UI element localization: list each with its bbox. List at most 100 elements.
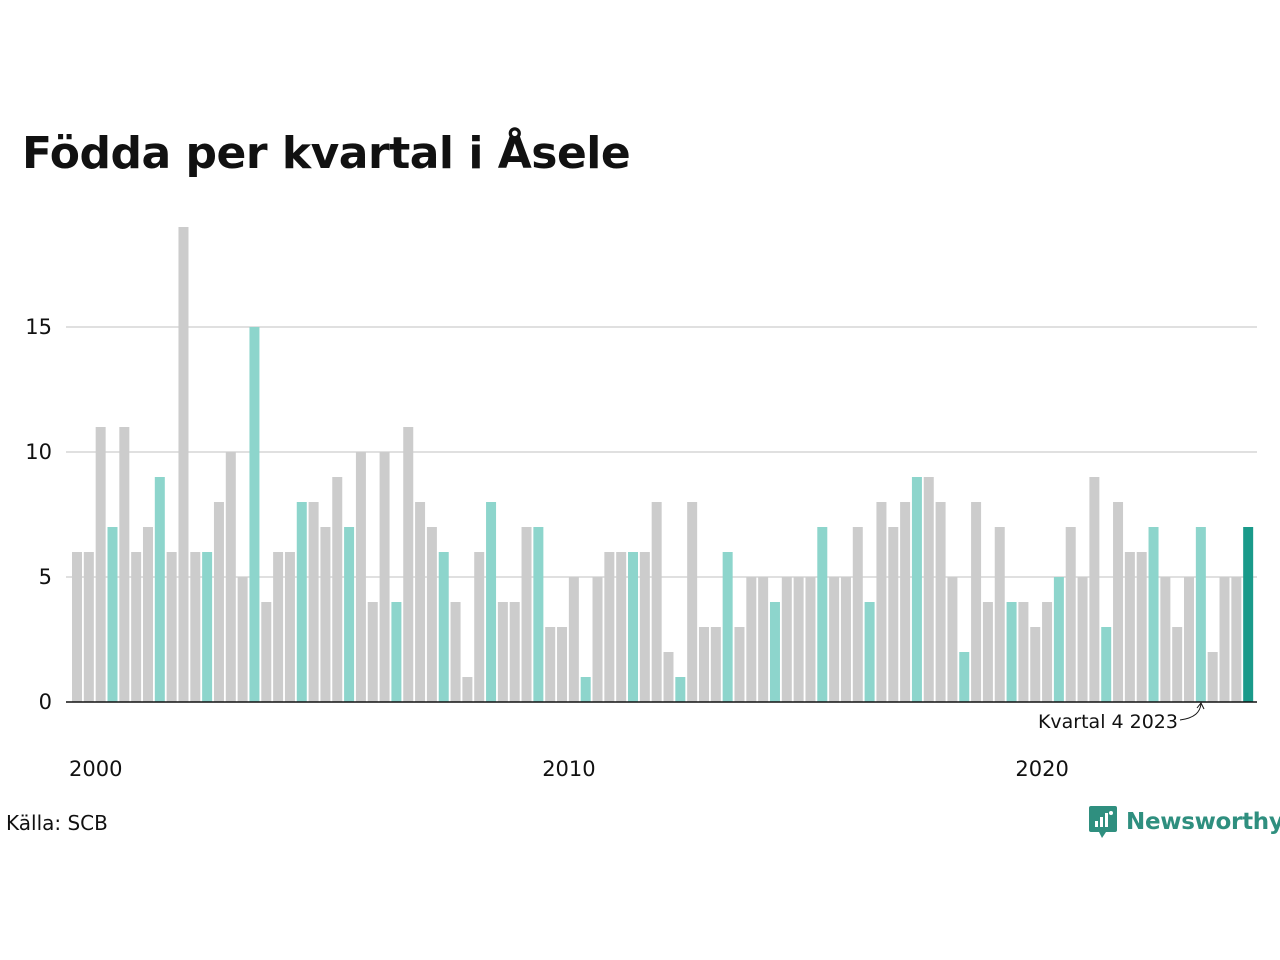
bar bbox=[876, 502, 887, 702]
bar bbox=[521, 527, 532, 702]
bar bbox=[568, 577, 579, 702]
bar bbox=[1184, 577, 1195, 702]
bar bbox=[202, 552, 213, 702]
bar bbox=[817, 527, 828, 702]
bar bbox=[1219, 577, 1230, 702]
bar bbox=[1160, 577, 1171, 702]
bar bbox=[355, 452, 366, 702]
bar bbox=[1053, 577, 1064, 702]
x-axis-ticks: 2000 2010 2020 bbox=[69, 757, 1069, 781]
bar bbox=[769, 602, 780, 702]
bar bbox=[758, 577, 769, 702]
bar bbox=[1113, 502, 1124, 702]
bar bbox=[935, 502, 946, 702]
bar bbox=[154, 477, 165, 702]
bar bbox=[592, 577, 603, 702]
bar bbox=[1089, 477, 1100, 702]
bar bbox=[959, 652, 970, 702]
bar bbox=[900, 502, 911, 702]
bar bbox=[1042, 602, 1053, 702]
bar bbox=[628, 552, 639, 702]
bar bbox=[332, 477, 343, 702]
bar bbox=[450, 602, 461, 702]
bar bbox=[840, 577, 851, 702]
bar bbox=[1124, 552, 1135, 702]
bar bbox=[415, 502, 426, 702]
bar bbox=[261, 602, 272, 702]
bar bbox=[426, 527, 437, 702]
bar bbox=[213, 502, 224, 702]
bar bbox=[947, 577, 958, 702]
bar bbox=[131, 552, 142, 702]
bar bbox=[1065, 527, 1076, 702]
bar bbox=[651, 502, 662, 702]
bar bbox=[604, 552, 615, 702]
bar bbox=[1172, 627, 1183, 702]
bar bbox=[1231, 577, 1242, 702]
bar bbox=[616, 552, 627, 702]
bar bbox=[533, 527, 544, 702]
bar bbox=[982, 602, 993, 702]
bar bbox=[888, 527, 899, 702]
bar bbox=[580, 677, 591, 702]
bar bbox=[829, 577, 840, 702]
bar bbox=[1101, 627, 1112, 702]
bar bbox=[923, 477, 934, 702]
bar bbox=[178, 227, 189, 702]
bar bbox=[284, 552, 295, 702]
bar bbox=[734, 627, 745, 702]
bar bbox=[308, 502, 319, 702]
bar bbox=[545, 627, 556, 702]
bar bbox=[119, 427, 130, 702]
latest-annotation: Kvartal 4 2023 bbox=[1038, 702, 1205, 733]
bar bbox=[746, 577, 757, 702]
bar bbox=[344, 527, 355, 702]
bar bbox=[722, 552, 733, 702]
bar bbox=[663, 652, 674, 702]
y-tick-label: 0 bbox=[39, 690, 52, 714]
bar bbox=[1136, 552, 1147, 702]
bar bbox=[296, 502, 307, 702]
bar bbox=[403, 427, 414, 702]
bar bbox=[675, 677, 686, 702]
bar bbox=[1207, 652, 1218, 702]
bar bbox=[462, 677, 473, 702]
bar bbox=[391, 602, 402, 702]
bar bbox=[805, 577, 816, 702]
bar bbox=[911, 477, 922, 702]
bar bbox=[320, 527, 331, 702]
y-tick-label: 5 bbox=[39, 565, 52, 589]
bar bbox=[639, 552, 650, 702]
y-axis-ticks: 0 5 10 15 bbox=[25, 315, 52, 714]
bar bbox=[864, 602, 875, 702]
bar bbox=[95, 427, 106, 702]
bar bbox=[237, 577, 248, 702]
bar bbox=[509, 602, 520, 702]
bar bbox=[249, 327, 260, 702]
source-note: Källa: SCB bbox=[6, 811, 108, 835]
bar bbox=[793, 577, 804, 702]
bar bbox=[781, 577, 792, 702]
bar bbox=[83, 552, 94, 702]
newsworthy-logo-icon bbox=[1089, 806, 1117, 838]
x-tick-label: 2010 bbox=[542, 757, 595, 781]
bar bbox=[687, 502, 698, 702]
annotation-arrowhead bbox=[1196, 702, 1205, 710]
bar bbox=[379, 452, 390, 702]
bar bbox=[367, 602, 378, 702]
bar bbox=[1006, 602, 1017, 702]
y-tick-label: 15 bbox=[25, 315, 52, 339]
bar bbox=[698, 627, 709, 702]
bar bbox=[710, 627, 721, 702]
chart-title: Födda per kvartal i Åsele bbox=[22, 128, 631, 179]
bar bbox=[190, 552, 201, 702]
bar bbox=[1030, 627, 1041, 702]
annotation-label: Kvartal 4 2023 bbox=[1038, 711, 1178, 733]
bar bbox=[557, 627, 568, 702]
bar bbox=[486, 502, 497, 702]
bar bbox=[474, 552, 485, 702]
bar bbox=[1148, 527, 1159, 702]
bar bbox=[852, 527, 863, 702]
x-tick-label: 2020 bbox=[1015, 757, 1068, 781]
